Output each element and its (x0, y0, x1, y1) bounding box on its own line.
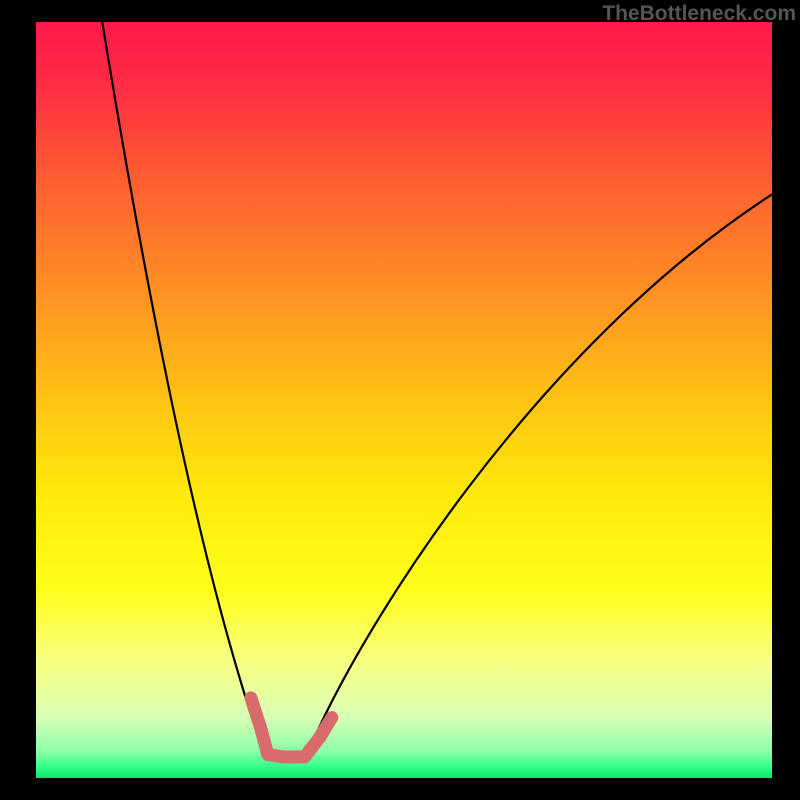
watermark-text: TheBottleneck.com (602, 2, 796, 26)
bottleneck-chart (36, 22, 772, 778)
chart-svg (36, 22, 772, 778)
gradient-background (36, 22, 772, 778)
